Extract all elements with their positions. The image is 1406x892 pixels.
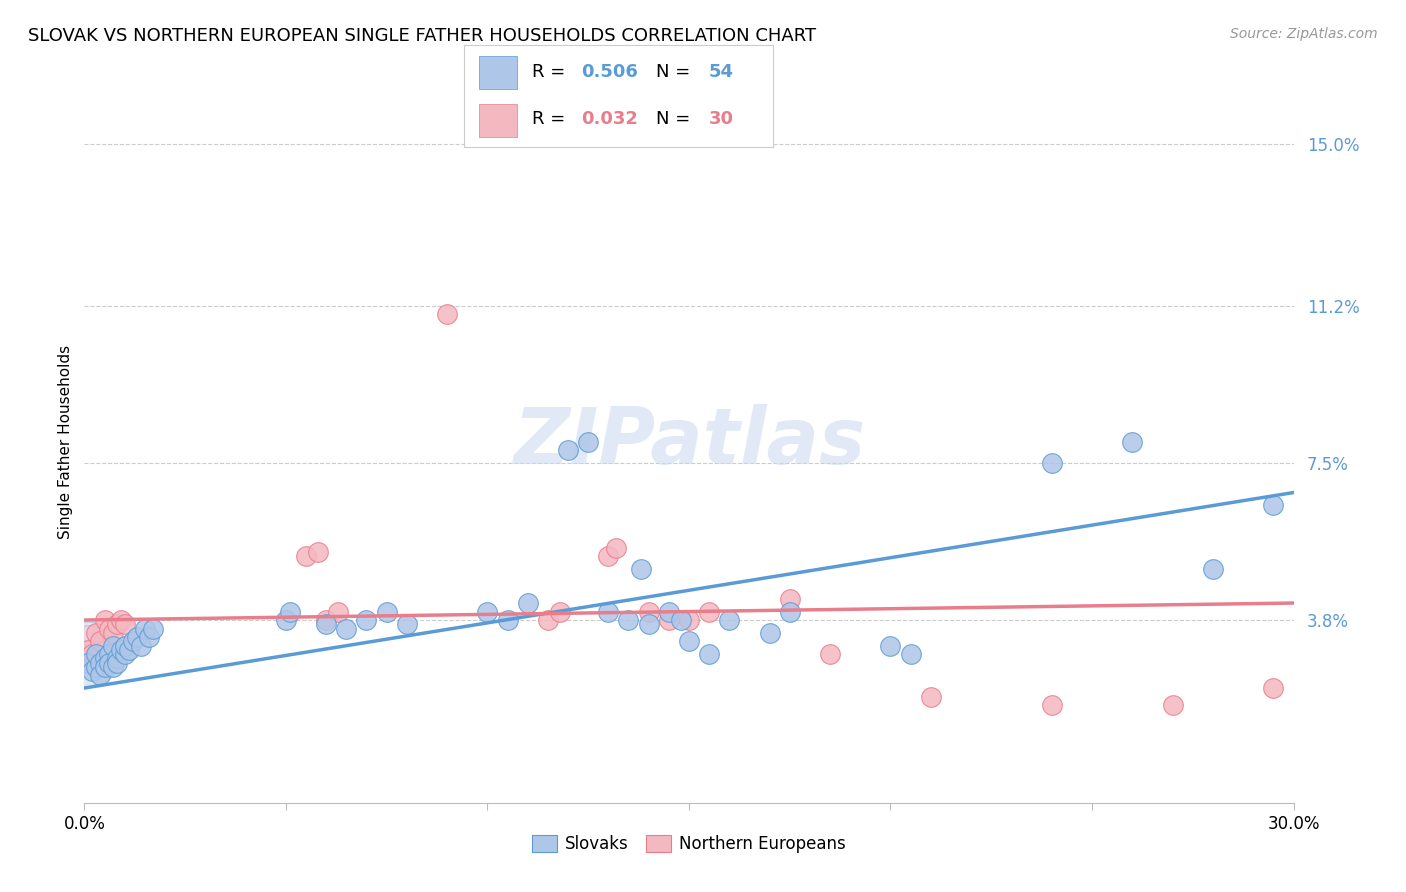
Point bbox=[1202, 562, 1225, 576]
Legend: Slovaks, Northern Europeans: Slovaks, Northern Europeans bbox=[526, 828, 852, 860]
Point bbox=[669, 613, 692, 627]
Point bbox=[114, 639, 136, 653]
FancyBboxPatch shape bbox=[479, 56, 516, 88]
Point bbox=[678, 613, 700, 627]
Point bbox=[496, 613, 519, 627]
Point bbox=[328, 605, 350, 619]
Point bbox=[356, 613, 378, 627]
Point bbox=[105, 656, 128, 670]
Point bbox=[1263, 498, 1285, 512]
Text: R =: R = bbox=[531, 63, 571, 81]
Point bbox=[557, 443, 579, 458]
Point bbox=[295, 549, 318, 564]
Point bbox=[678, 634, 700, 648]
Point bbox=[637, 605, 659, 619]
Point bbox=[477, 605, 499, 619]
Point bbox=[77, 647, 100, 661]
Point bbox=[1161, 698, 1184, 712]
Point bbox=[697, 647, 720, 661]
Point bbox=[779, 605, 801, 619]
Point bbox=[315, 613, 337, 627]
Point bbox=[697, 605, 720, 619]
Point bbox=[605, 541, 627, 555]
Point bbox=[89, 656, 111, 670]
Point bbox=[758, 625, 780, 640]
Point bbox=[335, 622, 357, 636]
Text: 0.032: 0.032 bbox=[582, 111, 638, 128]
Point bbox=[125, 630, 148, 644]
Point bbox=[121, 634, 143, 648]
Text: ZIPatlas: ZIPatlas bbox=[513, 403, 865, 480]
Point bbox=[110, 613, 132, 627]
Point bbox=[278, 605, 301, 619]
Point bbox=[93, 613, 115, 627]
Point bbox=[118, 642, 141, 657]
Point bbox=[134, 622, 156, 636]
Point bbox=[1040, 698, 1063, 712]
Text: 54: 54 bbox=[709, 63, 734, 81]
Point bbox=[110, 642, 132, 657]
Point bbox=[598, 605, 620, 619]
Text: SLOVAK VS NORTHERN EUROPEAN SINGLE FATHER HOUSEHOLDS CORRELATION CHART: SLOVAK VS NORTHERN EUROPEAN SINGLE FATHE… bbox=[28, 27, 817, 45]
Point bbox=[105, 651, 128, 665]
Point bbox=[1263, 681, 1285, 695]
Point bbox=[77, 639, 100, 653]
Text: 0.506: 0.506 bbox=[582, 63, 638, 81]
Point bbox=[315, 617, 337, 632]
Point bbox=[630, 562, 652, 576]
Point bbox=[138, 630, 160, 644]
Point bbox=[86, 647, 108, 661]
Point bbox=[89, 634, 111, 648]
Point bbox=[718, 613, 741, 627]
Point bbox=[86, 660, 108, 674]
Point bbox=[658, 613, 681, 627]
Point bbox=[86, 625, 108, 640]
Point bbox=[658, 605, 681, 619]
Point bbox=[105, 617, 128, 632]
Point bbox=[93, 651, 115, 665]
Point bbox=[900, 647, 922, 661]
Point bbox=[114, 617, 136, 632]
Point bbox=[818, 647, 841, 661]
Point bbox=[920, 690, 942, 704]
Text: 30: 30 bbox=[709, 111, 734, 128]
Point bbox=[617, 613, 640, 627]
Point bbox=[142, 622, 165, 636]
Point bbox=[274, 613, 297, 627]
Point bbox=[82, 647, 104, 661]
Point bbox=[375, 605, 398, 619]
Text: Source: ZipAtlas.com: Source: ZipAtlas.com bbox=[1230, 27, 1378, 41]
Point bbox=[89, 668, 111, 682]
Point bbox=[1121, 434, 1143, 449]
Point bbox=[1040, 456, 1063, 470]
Text: N =: N = bbox=[655, 63, 696, 81]
Point bbox=[93, 660, 115, 674]
Point bbox=[879, 639, 901, 653]
Point bbox=[129, 639, 152, 653]
Y-axis label: Single Father Households: Single Father Households bbox=[58, 344, 73, 539]
Point bbox=[101, 625, 124, 640]
Point bbox=[97, 647, 120, 661]
Point bbox=[637, 617, 659, 632]
Point bbox=[779, 591, 801, 606]
Text: R =: R = bbox=[531, 111, 571, 128]
Point bbox=[97, 656, 120, 670]
FancyBboxPatch shape bbox=[479, 104, 516, 137]
Point bbox=[97, 622, 120, 636]
Point bbox=[548, 605, 571, 619]
Point bbox=[82, 664, 104, 678]
Point bbox=[516, 596, 538, 610]
Point bbox=[101, 660, 124, 674]
Point bbox=[307, 545, 329, 559]
Point bbox=[114, 647, 136, 661]
Point bbox=[576, 434, 599, 449]
Point bbox=[101, 639, 124, 653]
Point bbox=[77, 656, 100, 670]
Point bbox=[395, 617, 418, 632]
Text: N =: N = bbox=[655, 111, 696, 128]
Point bbox=[537, 613, 560, 627]
Point bbox=[598, 549, 620, 564]
Point bbox=[77, 642, 100, 657]
Point bbox=[436, 307, 458, 321]
